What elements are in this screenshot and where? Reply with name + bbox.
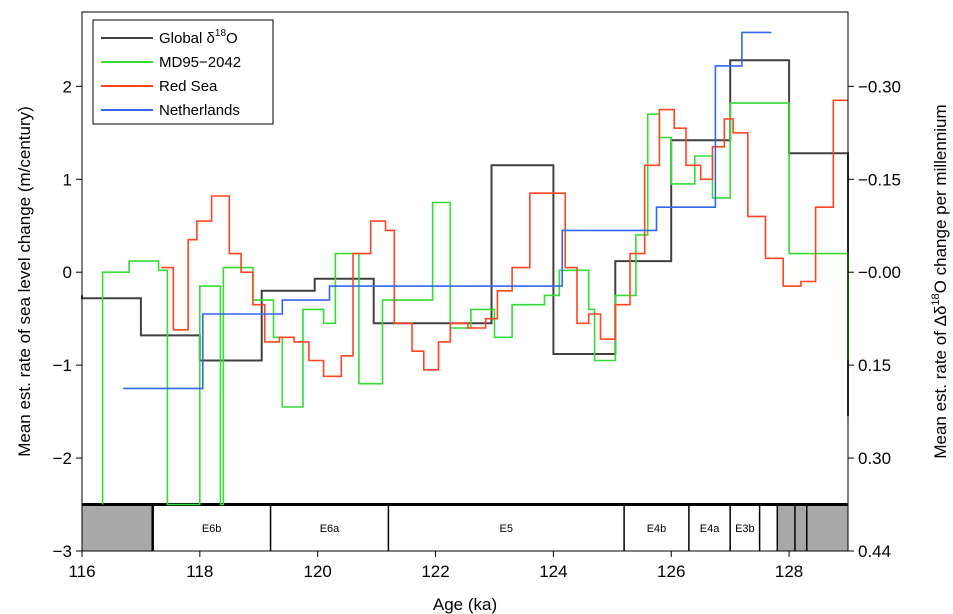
y-right-label-sup: 18 bbox=[930, 293, 942, 305]
y-right-tick-label-3: 0.15 bbox=[858, 356, 891, 375]
stage-label-E4b: E4b bbox=[647, 523, 667, 535]
legend-text-1: MD95−2042 bbox=[159, 54, 241, 71]
series-red-sea bbox=[161, 99, 848, 378]
y-right-tick-label-2: −0.00 bbox=[858, 263, 901, 282]
legend: Global δ18O MD95−2042 Red Sea Netherlands bbox=[92, 19, 274, 125]
legend-text-2: Red Sea bbox=[159, 78, 218, 95]
axes: 116 118 120 122 124 126 128 −3 −2 −1 0 1 2 −0.30 −0.15… bbox=[53, 77, 901, 581]
y-axis-label: Mean est. rate of sea level change (m/ce… bbox=[15, 106, 34, 457]
y-tick-label-1: 1 bbox=[63, 170, 72, 189]
legend-sup-0: 18 bbox=[215, 28, 227, 39]
y-right-tick-label-1: −0.15 bbox=[858, 170, 901, 189]
y-tick-label--1: −1 bbox=[53, 356, 72, 375]
x-tick-label-126: 126 bbox=[657, 562, 685, 581]
legend-label-0: Global δ18O bbox=[159, 28, 238, 47]
y-tick-label--2: −2 bbox=[53, 449, 72, 468]
x-tick-label-116: 116 bbox=[68, 562, 95, 581]
y-right-tick-label-5: 0.44 bbox=[858, 542, 891, 561]
y-right-tick-label-4: 0.30 bbox=[858, 449, 891, 468]
y-right-label-part2: O change per millennium bbox=[931, 104, 950, 293]
stage-bar: E6b E6a E5 E4b E4a E3b bbox=[82, 503, 848, 551]
x-axis-label: Age (ka) bbox=[433, 595, 497, 614]
stage-label-E5: E5 bbox=[500, 523, 513, 535]
legend-label-3: Netherlands bbox=[159, 102, 240, 119]
stage-label-E6a: E6a bbox=[320, 523, 340, 535]
stage-grey-1 bbox=[777, 504, 848, 551]
stage-label-E4a: E4a bbox=[700, 523, 720, 535]
x-tick-label-122: 122 bbox=[421, 562, 449, 581]
x-tick-label-120: 120 bbox=[304, 562, 332, 581]
legend-tail-0: O bbox=[226, 30, 238, 47]
y-right-axis-label: Mean est. rate of Δδ18O change per mille… bbox=[930, 104, 950, 458]
y-right-label-part1: Mean est. rate of Δδ bbox=[931, 306, 950, 459]
y-tick-label--3: −3 bbox=[53, 542, 72, 561]
stage-grey-0 bbox=[82, 504, 153, 551]
y-right-tick-label-0: −0.30 bbox=[858, 77, 901, 96]
y-tick-label-2: 2 bbox=[63, 77, 72, 96]
stage-label-E3b: E3b bbox=[735, 523, 755, 535]
legend-text-3: Netherlands bbox=[159, 102, 240, 119]
stage-label-E6b: E6b bbox=[202, 523, 222, 535]
plot-frame bbox=[81, 11, 849, 552]
x-tick-label-128: 128 bbox=[775, 562, 803, 581]
y-tick-label-0: 0 bbox=[63, 263, 72, 282]
x-tick-label-118: 118 bbox=[186, 562, 213, 581]
series-netherlands bbox=[123, 31, 772, 390]
series-layer bbox=[81, 31, 849, 506]
x-tick-label-124: 124 bbox=[539, 562, 567, 581]
legend-text-0: Global δ bbox=[159, 30, 215, 47]
series-md95-2042 bbox=[101, 102, 849, 506]
legend-label-1: MD95−2042 bbox=[159, 54, 241, 71]
legend-label-2: Red Sea bbox=[159, 78, 218, 95]
